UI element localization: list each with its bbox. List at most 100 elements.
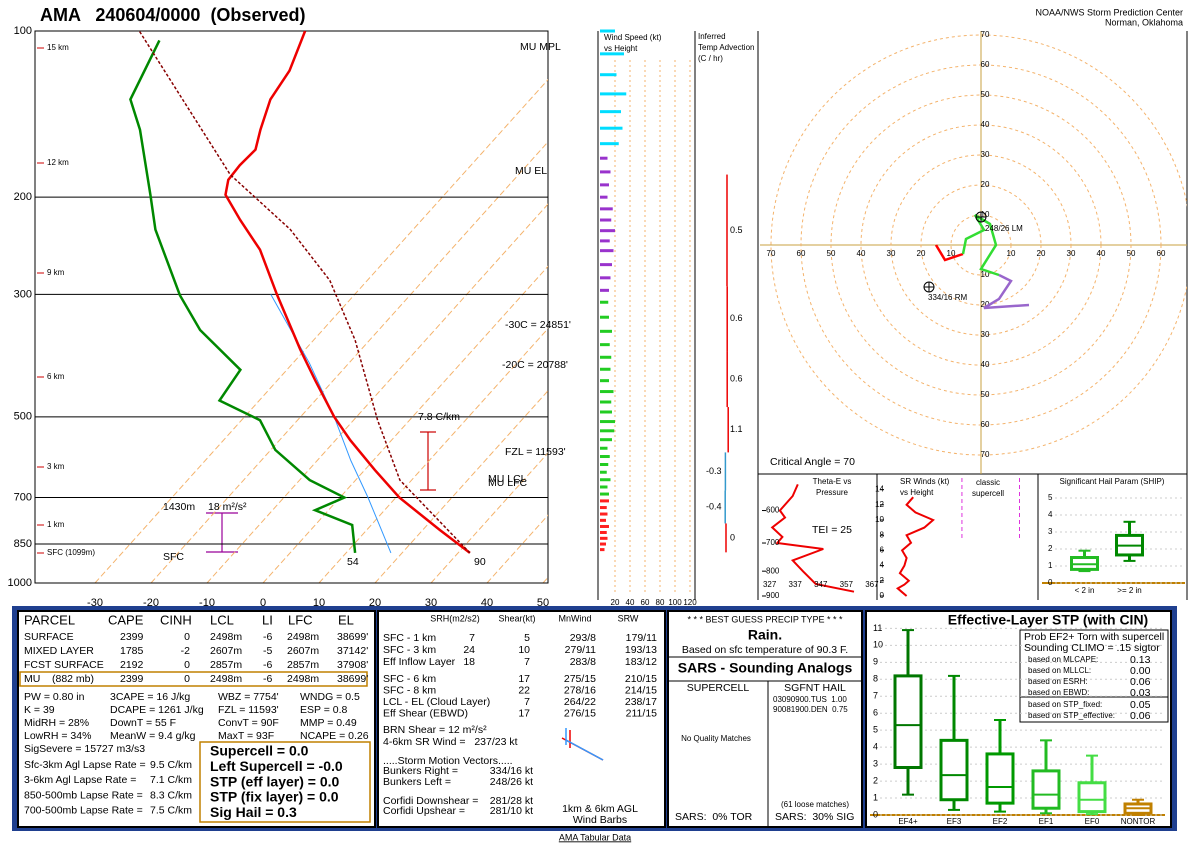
speed-bar	[600, 429, 615, 433]
table-header: LCL	[210, 612, 234, 627]
y-tick-label: 3	[1048, 527, 1053, 536]
table-cell: 2857m	[287, 659, 319, 671]
trace	[895, 496, 935, 597]
x-tick-label: 337	[789, 580, 803, 589]
hodo-annotation: Critical Angle = 70	[770, 456, 855, 468]
y-tick-label: 200	[14, 191, 32, 203]
hodo-tick-label: 60	[797, 249, 806, 258]
speed-bar	[600, 355, 612, 359]
table-cell: -6	[263, 659, 272, 671]
speed-bar	[600, 463, 609, 467]
x-tick-label: < 2 in	[1075, 586, 1095, 595]
index-value: NCAPE = 0.26	[300, 730, 369, 742]
x-tick-label: NONTOR	[1121, 817, 1156, 826]
hodo-annotation: 248/26 LM	[985, 224, 1023, 233]
speed-bar	[600, 183, 609, 187]
speed-bar	[600, 485, 608, 489]
table-cell: SFC - 8 km	[383, 684, 436, 696]
vector-label: Corfidi Downshear =	[383, 795, 478, 807]
table-cell: 2399	[120, 673, 144, 685]
index-value: PW = 0.80 in	[24, 691, 85, 703]
lapse-label: 850-500mb Lapse Rate =	[24, 789, 143, 801]
box	[1031, 769, 1061, 810]
panel-title: vs Height	[900, 488, 934, 497]
lapse-value: 7.5 C/km	[150, 805, 192, 817]
small-chart	[770, 483, 855, 593]
sars-title: SARS - Sounding Analogs	[678, 660, 853, 676]
bottom-frames	[12, 606, 1177, 831]
speed-bar	[600, 390, 614, 394]
advection-label: 0.6	[730, 373, 743, 383]
y-tick-label: 900	[766, 591, 780, 600]
x-tick-label: >= 2 in	[1117, 586, 1141, 595]
isotherm	[94, 78, 548, 583]
panel-title: Temp Advection	[698, 43, 754, 52]
table-cell: 0	[184, 631, 190, 643]
advection-label: -0.3	[706, 466, 722, 476]
table-cell: 37908'	[337, 659, 368, 671]
box	[985, 752, 1015, 805]
tei-label: TEI = 25	[812, 524, 852, 536]
table-cell: 18	[463, 656, 475, 668]
table-cell: 193/13	[625, 644, 657, 656]
speed-bar	[600, 470, 607, 474]
credit: NOAA/NWS Storm Prediction Center	[1035, 7, 1183, 17]
y-tick-label: 6	[873, 708, 878, 718]
sars-header: SGFNT HAIL	[784, 682, 846, 694]
hodo-ring	[920, 184, 1042, 306]
speed-bar	[600, 156, 608, 160]
hodo-trace	[983, 273, 1030, 310]
height-label: 12 km	[47, 158, 69, 167]
index-value: ESP = 0.8	[300, 704, 348, 716]
skewt-brackets	[206, 431, 436, 553]
y-tick-label: 4	[1048, 510, 1053, 519]
table-cell: 293/8	[570, 632, 596, 644]
hodo-tick-label: 30	[981, 150, 990, 159]
profile-line	[138, 31, 471, 554]
hodo-tick-label: 70	[981, 450, 990, 459]
profile-line	[129, 39, 357, 554]
speed-bar	[600, 410, 612, 414]
speed-bar	[600, 249, 614, 253]
index-value: MMP = 0.49	[300, 717, 357, 729]
y-tick-label: 7	[873, 691, 878, 701]
legend-label: based on ESRH:	[1028, 677, 1088, 686]
panel-title: SR Winds (kt)	[900, 477, 950, 486]
vector-value: 281/28 kt	[490, 795, 533, 807]
range-label: supercell	[972, 489, 1004, 498]
speed-bar	[600, 92, 627, 96]
skewt-annotation: 1430m	[163, 501, 195, 513]
speed-bar	[600, 524, 609, 528]
x-tick-label: EF1	[1039, 817, 1054, 826]
advection-label: 1.1	[730, 424, 743, 434]
precip-note: Based on sfc temperature of 90.3 F.	[682, 644, 848, 656]
x-tick-label: 10	[313, 597, 325, 609]
speed-bar	[600, 420, 615, 424]
x-tick-label: -20	[143, 597, 159, 609]
table-cell: 38699'	[337, 631, 368, 643]
table-cell: SFC - 3 km	[383, 644, 436, 656]
vector-value: 281/10 kt	[490, 805, 533, 817]
hodo-tick-label: 40	[981, 360, 990, 369]
table-header: SRW	[618, 613, 639, 623]
skewt-annotation: 54	[347, 556, 359, 568]
table-cell: 24	[463, 644, 475, 656]
skewt-annotation: 90	[474, 556, 486, 568]
panel-title: Wind Speed (kt)	[604, 33, 662, 42]
speed-bar	[600, 455, 610, 459]
tabular-link[interactable]: AMA Tabular Data	[559, 832, 631, 842]
x-tick-label: 50	[537, 597, 549, 609]
panel-title: (C / hr)	[698, 54, 723, 63]
y-tick-label: 6	[880, 546, 885, 555]
skewt-annotation: MU LCL	[488, 473, 527, 485]
speed-bar	[600, 446, 608, 450]
trace	[770, 483, 855, 593]
small-chart	[895, 496, 935, 597]
speed-bar	[600, 170, 611, 174]
speed-bar	[600, 438, 612, 442]
speed-bar	[600, 29, 615, 33]
x-tick-label: 0	[260, 597, 266, 609]
sars-note: (61 loose matches)	[781, 800, 849, 809]
isotherm	[262, 265, 548, 583]
table-cell: 2399	[120, 631, 144, 643]
